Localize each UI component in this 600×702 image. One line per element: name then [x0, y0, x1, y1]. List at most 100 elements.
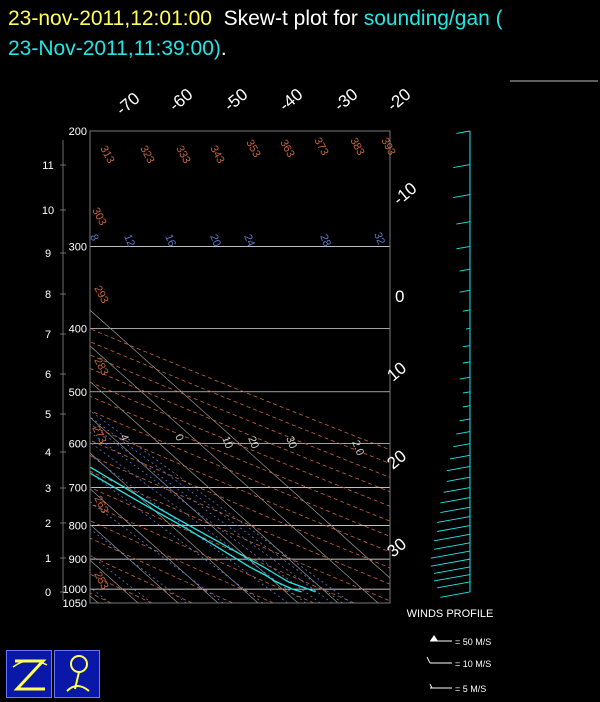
- wind-legend-flag: [429, 683, 433, 689]
- temperature-profile-line: [90, 466, 316, 593]
- wind-barb: [459, 289, 471, 293]
- wind-barb: [433, 542, 471, 550]
- dry-adiabat-label: 263: [91, 494, 110, 516]
- wind-barb: [465, 327, 471, 330]
- dry-adiabat-line: [90, 424, 390, 553]
- temperature-tick-label: 0: [395, 287, 404, 306]
- wind-legend-flag: [426, 656, 431, 664]
- mixing-ratio-label: 30: [283, 435, 299, 451]
- plot-frame: [89, 130, 391, 604]
- dry-adiabat-line: [0, 131, 71, 603]
- mixing-ratio-line: [90, 423, 333, 603]
- dry-adiabat-line: [90, 537, 233, 603]
- temperature-tick-label: 10: [383, 358, 410, 385]
- dry-adiabat-line: [90, 439, 390, 569]
- wind-barb: [462, 345, 471, 348]
- mixing-ratio-label: 12: [121, 233, 137, 249]
- height-tick-label: 2: [45, 518, 51, 530]
- mixing-ratio-line: [90, 454, 288, 603]
- dry-adiabat-label: 293: [91, 284, 110, 306]
- mixing-ratio-line: [90, 472, 264, 603]
- mixing-ratio-label: 4: [117, 433, 130, 443]
- dry-adiabat-line: [90, 486, 355, 603]
- pressure-tick-label: 700: [69, 483, 87, 495]
- mixing-ratio-label: 10: [219, 435, 235, 451]
- pressure-tick-label: 500: [69, 387, 87, 399]
- mixing-ratio-label: 16: [162, 233, 178, 249]
- pressure-tick-label: 600: [69, 439, 87, 451]
- wind-barb: [453, 194, 471, 198]
- height-tick-label: 5: [45, 409, 51, 421]
- mixing-ratio-label: 20: [245, 435, 261, 451]
- wind-barb: [437, 581, 471, 589]
- dry-adiabat-line: [90, 368, 390, 493]
- wind-barb: [456, 431, 471, 435]
- wind-barb: [446, 466, 471, 472]
- wind-barb: [459, 268, 471, 272]
- dry-adiabat-line: [90, 520, 274, 603]
- dry-adiabat-label: 273: [89, 424, 108, 446]
- dry-adiabat-line: [90, 555, 193, 603]
- temperature-tick-label: -50: [220, 85, 251, 115]
- dry-adiabat-label: 313: [97, 144, 116, 166]
- wind-legend-label: = 5 M/S: [455, 684, 486, 694]
- wind-barb: [433, 574, 471, 582]
- dry-adiabat-line: [90, 381, 390, 507]
- wind-barb: [430, 550, 471, 559]
- wind-barb: [462, 361, 471, 364]
- dry-adiabat-label: 333: [173, 144, 192, 166]
- wind-barb: [446, 476, 471, 482]
- mixing-ratio-line: [90, 416, 343, 603]
- wind-barb: [456, 221, 471, 225]
- title-sounding-time: 23-Nov-2011,11:39:00): [8, 37, 221, 60]
- mixing-ratio-label: 0: [172, 433, 185, 443]
- wind-barb: [462, 309, 471, 312]
- pressure-tick-label: 400: [69, 323, 87, 335]
- wind-barb: [440, 591, 471, 598]
- title-date: 23-nov-2011,12:01:00: [8, 7, 212, 30]
- isotherm-line: [90, 452, 259, 603]
- isotherm-line: [0, 131, 58, 603]
- logo-bar: [6, 650, 100, 698]
- wind-barb: [440, 506, 471, 513]
- pressure-tick-label: 800: [69, 521, 87, 533]
- height-tick-label: 6: [45, 369, 51, 381]
- temperature-tick-label: -40: [275, 85, 306, 115]
- wind-legend-label: = 10 M/S: [455, 659, 491, 669]
- wind-legend-pennant: [430, 635, 438, 641]
- mixing-ratio-label: 2.0: [349, 439, 366, 458]
- dry-adiabat-label: 393: [378, 136, 397, 158]
- dry-adiabat-label: 373: [311, 136, 330, 158]
- title-text: Skew-t plot for: [223, 7, 358, 30]
- mixing-ratio-line: [90, 528, 187, 603]
- dry-adiabat-label: 303: [89, 206, 108, 228]
- height-tick-label: 7: [45, 329, 51, 341]
- antenna-logo-icon: [54, 650, 100, 698]
- chart-title: 23-nov-2011,12:01:00 Skew-t plot for sou…: [8, 4, 598, 64]
- temperature-tick-label: -70: [112, 89, 143, 119]
- temperature-tick-label: -20: [383, 85, 414, 115]
- isotherm-line: [90, 488, 219, 603]
- height-tick-label: 8: [45, 289, 51, 301]
- temperature-tick-label: -60: [165, 85, 196, 115]
- isotherm-line: [90, 416, 299, 603]
- dry-adiabat-label: 343: [207, 144, 226, 166]
- temperature-tick-label: 20: [383, 446, 410, 473]
- mixing-ratio-line: [90, 431, 321, 603]
- z-logo-icon: [6, 650, 52, 698]
- wind-barb: [440, 497, 471, 504]
- mixing-ratio-label: 20: [207, 233, 223, 249]
- temperature-tick-label: -10: [389, 179, 420, 209]
- height-tick-label: 10: [42, 205, 54, 217]
- height-tick-label: 4: [45, 447, 51, 459]
- mixing-ratio-line: [90, 586, 111, 603]
- wind-barb: [437, 525, 471, 532]
- wind-barb: [443, 487, 471, 493]
- dry-adiabat-line: [90, 455, 390, 585]
- temperature-tick-label: -30: [330, 85, 361, 115]
- height-tick-label: 11: [42, 160, 53, 172]
- pressure-tick-label: 900: [69, 554, 87, 566]
- pressure-tick-label: 200: [69, 126, 87, 138]
- title-period: .: [220, 37, 227, 60]
